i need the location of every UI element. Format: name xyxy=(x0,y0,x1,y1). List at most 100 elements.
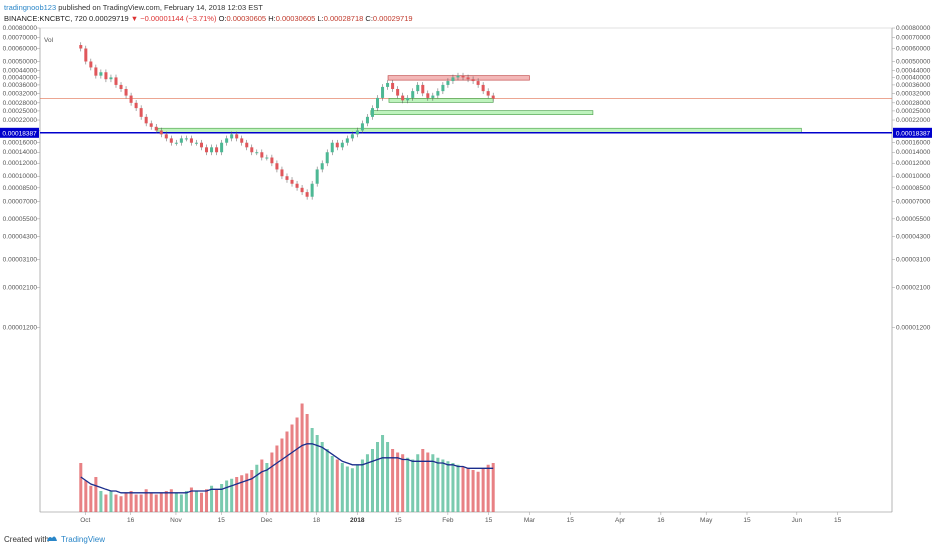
high-value: 0.00030605 xyxy=(275,14,316,23)
volume-bar xyxy=(275,445,279,512)
volume-bar xyxy=(109,491,113,512)
y-tick-label-left: 0.00036000 xyxy=(3,82,38,89)
volume-bar xyxy=(421,449,425,512)
candle xyxy=(179,138,183,143)
y-tick-label-left: 0.00080000 xyxy=(3,25,38,32)
volume-bar xyxy=(426,452,430,512)
volume-bar xyxy=(164,491,168,512)
volume-bar xyxy=(456,464,460,512)
resistance-zone xyxy=(387,75,530,81)
candle xyxy=(451,77,455,82)
volume-bar xyxy=(335,459,339,512)
volume-bar xyxy=(441,459,445,512)
y-tick-label-right: 0.00028000 xyxy=(896,100,931,107)
y-tick-label-left: 0.00032000 xyxy=(3,90,38,97)
candle xyxy=(411,91,415,98)
created-with-text: Created with xyxy=(4,535,49,544)
volume-bar xyxy=(240,475,244,512)
candle xyxy=(376,97,380,109)
x-tick-label: 15 xyxy=(485,517,493,524)
volume-bar xyxy=(446,461,450,512)
candle xyxy=(305,192,309,197)
support-zone xyxy=(157,127,802,133)
publish-line: tradingnoob123 published on TradingView.… xyxy=(4,2,928,13)
volume-bar xyxy=(210,485,214,512)
author-link[interactable]: tradingnoob123 xyxy=(4,3,57,12)
candle xyxy=(335,142,339,148)
volume-bar xyxy=(386,442,390,512)
symbol-label[interactable]: BINANCE:KNCBTC, 720 xyxy=(4,14,87,23)
x-tick-label: 2018 xyxy=(350,517,365,524)
price-level-tag xyxy=(893,127,932,138)
y-tick-label-right: 0.00005500 xyxy=(896,216,931,223)
y-tick-label-left: 0.00060000 xyxy=(3,46,38,53)
candle xyxy=(330,142,334,153)
candle xyxy=(260,152,264,158)
candle xyxy=(300,187,304,193)
candle xyxy=(320,163,324,170)
price-level-label: 0.00018387 xyxy=(2,130,37,137)
y-tick-label-right: 0.00002100 xyxy=(896,284,931,291)
volume-bar xyxy=(235,477,239,512)
volume-bar xyxy=(461,466,465,512)
down-arrow-icon: ▼ xyxy=(130,14,139,23)
y-tick-label-right: 0.00004300 xyxy=(896,233,931,240)
volume-bar xyxy=(280,438,284,512)
published-text: published on TradingView.com, February 1… xyxy=(58,3,263,12)
candle xyxy=(491,95,495,99)
candle xyxy=(174,142,178,144)
volume-bar xyxy=(310,428,314,512)
volume-ma-line xyxy=(80,443,494,494)
volume-bar xyxy=(149,492,153,512)
candle xyxy=(381,86,385,98)
volume-bar xyxy=(129,491,133,512)
x-tick-label: 15 xyxy=(567,517,575,524)
candle xyxy=(94,67,98,76)
y-tick-label-left: 0.00050000 xyxy=(3,59,38,66)
x-tick-label: 15 xyxy=(218,517,226,524)
candle xyxy=(114,77,118,85)
tradingview-brand[interactable]: TradingView xyxy=(61,535,106,544)
y-tick-label-left: 0.00044000 xyxy=(3,68,38,75)
volume-bar xyxy=(119,496,123,512)
candle xyxy=(446,81,450,85)
volume-bar xyxy=(230,478,234,512)
x-tick-label: Oct xyxy=(80,517,90,524)
y-tick-label-right: 0.00008500 xyxy=(896,185,931,192)
volume-bar xyxy=(79,463,83,512)
volume-bar xyxy=(124,492,128,512)
candle xyxy=(139,108,143,117)
candle xyxy=(486,91,490,96)
y-tick-label-right: 0.00036000 xyxy=(896,82,931,89)
volume-bar xyxy=(345,466,349,512)
volume-bar xyxy=(104,494,108,512)
candle xyxy=(466,77,470,80)
volume-bar xyxy=(114,494,118,512)
y-tick-label-left: 0.00040000 xyxy=(3,74,38,81)
candle xyxy=(396,88,400,96)
volume-bar xyxy=(139,494,143,512)
candle xyxy=(189,138,193,143)
y-tick-label-left: 0.00003100 xyxy=(3,257,38,264)
candle xyxy=(436,91,440,96)
candle xyxy=(169,138,173,143)
volume-bar xyxy=(325,449,329,512)
volume-bar xyxy=(255,464,259,512)
y-tick-label-right: 0.00040000 xyxy=(896,74,931,81)
candle xyxy=(124,88,128,96)
volume-bar xyxy=(300,403,304,512)
candle xyxy=(365,116,369,124)
volume-bar xyxy=(381,435,385,512)
volume-bar xyxy=(179,494,183,512)
candle xyxy=(235,134,239,139)
volume-bar xyxy=(290,424,294,512)
y-tick-label-left: 0.00007000 xyxy=(3,199,38,206)
open-value: 0.00030605 xyxy=(226,14,267,23)
candle xyxy=(99,72,103,76)
y-tick-label-right: 0.00080000 xyxy=(896,25,931,32)
volume-bar xyxy=(350,468,354,512)
price-chart[interactable]: 0.00080000 0.00080000 0.00070000 0.00070000… xyxy=(0,24,932,531)
y-tick-label-left: 0.00016000 xyxy=(3,140,38,147)
x-tick-label: 16 xyxy=(657,517,665,524)
candle xyxy=(325,152,329,164)
